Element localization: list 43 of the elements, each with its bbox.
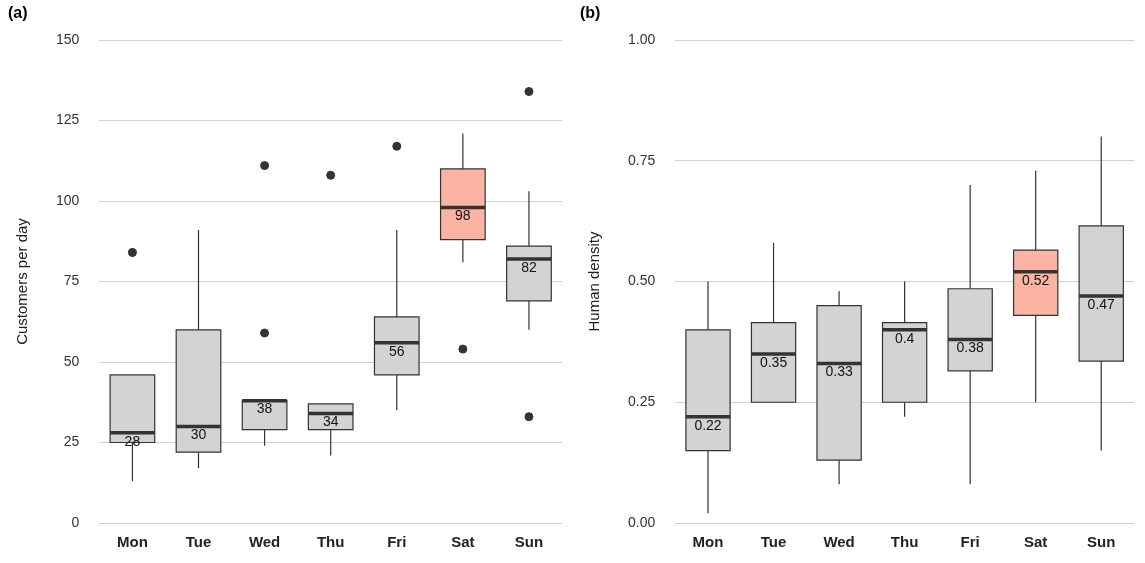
annotation: 30	[190, 426, 207, 443]
x-tick-label: Wed	[823, 533, 855, 551]
y-tick-label: 1.00	[628, 30, 656, 47]
y-tick-label: 150	[56, 30, 80, 47]
annotation: 0.47	[1087, 295, 1116, 312]
x-tick-label: Thu	[316, 533, 345, 551]
annotation: 0.52	[1022, 271, 1050, 288]
annotation: 0.33	[825, 363, 853, 380]
annotation: 0.38	[956, 339, 984, 356]
y-tick-label: 0.00	[628, 513, 656, 530]
x-tick-label: Sun	[514, 533, 544, 551]
x-tick-label: Fri	[387, 533, 407, 551]
y-axis-title: Customers per day	[13, 217, 31, 345]
annotation: 0.4	[894, 329, 915, 346]
x-tick-label: Sat	[451, 533, 475, 551]
x-tick-label: Sat	[1024, 533, 1048, 551]
annotation: 82	[521, 258, 537, 275]
y-tick-label: 0	[71, 513, 80, 530]
x-tick-label: Mon	[692, 533, 724, 551]
y-tick-label: 0.75	[628, 151, 656, 168]
annotation: 34	[322, 413, 339, 430]
y-tick-label: 0.50	[628, 272, 656, 289]
x-tick-label: Fri	[960, 533, 980, 551]
y-tick-label: 100	[56, 191, 80, 208]
y-tick-label: 0.25	[628, 393, 656, 410]
x-tick-label: Sun	[1087, 533, 1116, 551]
x-tick-label: Wed	[248, 533, 281, 551]
x-tick-label: Mon	[116, 533, 148, 551]
annotation: 38	[256, 400, 273, 417]
y-tick-label: 75	[63, 272, 80, 289]
annotation: 0.22	[694, 416, 722, 433]
chart-title: (b)	[580, 4, 601, 22]
x-tick-label: Tue	[760, 533, 787, 551]
x-tick-label: Tue	[185, 533, 212, 551]
annotation: 98	[455, 207, 471, 224]
y-tick-label: 50	[63, 352, 80, 369]
y-axis-title: Human density	[585, 230, 603, 332]
annotation: 56	[388, 342, 405, 359]
chart-title: (a)	[8, 4, 28, 22]
annotation: 0.35	[759, 353, 788, 370]
y-tick-label: 125	[56, 111, 80, 128]
x-tick-label: Thu	[890, 533, 919, 551]
y-tick-label: 25	[63, 433, 80, 450]
